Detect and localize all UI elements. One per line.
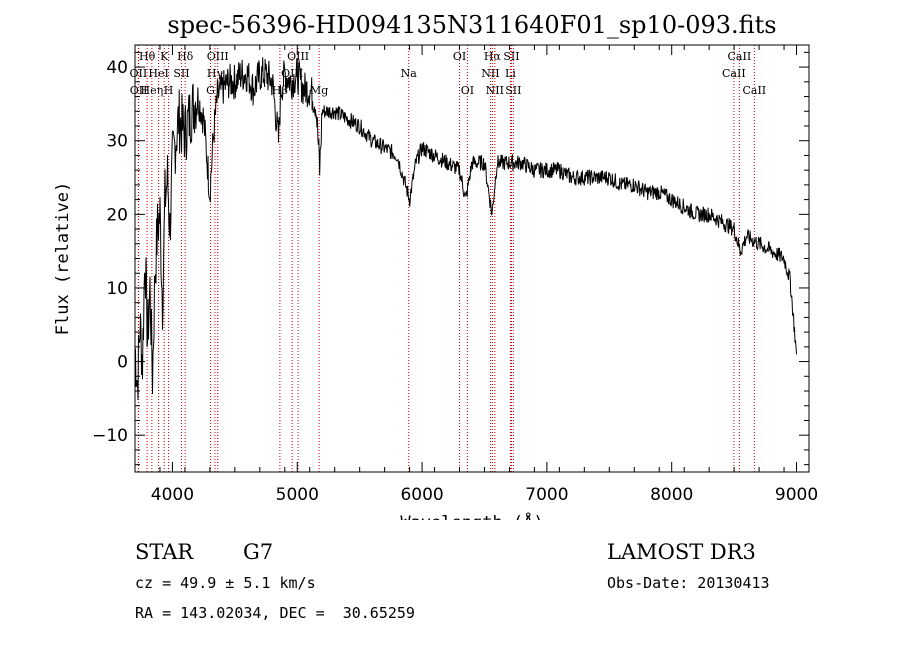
emission-line-label: OIII bbox=[207, 50, 229, 63]
emission-line-label: OII bbox=[130, 67, 148, 80]
survey-name: LAMOST DR3 bbox=[607, 540, 756, 564]
chart-title: spec-56396-HD094135N311640F01_sp10-093.f… bbox=[167, 11, 776, 39]
emission-line-label: Hθ bbox=[139, 50, 156, 63]
y-axis-label: Flux (relative) bbox=[53, 182, 73, 336]
coordinates: RA = 143.02034, DEC = 30.65259 bbox=[135, 604, 415, 622]
plot-frame bbox=[134, 44, 810, 473]
y-tick-label: 0 bbox=[117, 353, 128, 373]
emission-line-label: SII bbox=[505, 84, 521, 97]
emission-line-label: Hγ bbox=[207, 67, 224, 80]
emission-line-label: H bbox=[164, 84, 174, 97]
x-tick-label: 6000 bbox=[400, 485, 443, 505]
emission-line-label: Na bbox=[401, 67, 418, 80]
emission-line-label: SII bbox=[503, 50, 519, 63]
x-axis-label: Wavelength (Å) bbox=[400, 511, 543, 520]
redshift-value: cz = 49.9 ± 5.1 km/s bbox=[135, 574, 316, 592]
emission-line-label: NII bbox=[486, 84, 504, 97]
axis-ticks: 4000 5000 6000 7000 8000 9000 −10 0 10 20 30 40 bbox=[92, 45, 818, 505]
y-tick-label: 30 bbox=[106, 132, 128, 152]
emission-line-label: CaII bbox=[742, 84, 766, 97]
emission-line-label: Mg bbox=[310, 84, 328, 97]
emission-line-label: Heη bbox=[140, 84, 163, 97]
emission-line-label: NII bbox=[481, 67, 499, 80]
emission-line-label: Li bbox=[505, 67, 516, 80]
emission-line-label: OII bbox=[130, 84, 148, 97]
observation-date: Obs-Date: 20130413 bbox=[607, 574, 770, 592]
x-tick-label: 9000 bbox=[775, 485, 818, 505]
y-tick-label: 10 bbox=[106, 279, 128, 299]
emission-line-label: OI bbox=[453, 50, 466, 63]
emission-line-label: CaII bbox=[722, 67, 746, 80]
y-tick-label: 40 bbox=[106, 58, 128, 78]
spectrum-chart: spec-56396-HD094135N311640F01_sp10-093.f… bbox=[53, 11, 818, 520]
emission-line-label: Hδ bbox=[177, 50, 194, 63]
x-tick-label: 5000 bbox=[276, 485, 319, 505]
y-tick-label: −10 bbox=[92, 426, 128, 446]
object-class: STAR bbox=[135, 540, 194, 564]
emission-line-label: Hβ bbox=[272, 84, 288, 97]
emission-line-label: HeI bbox=[148, 67, 168, 80]
y-tick-label: 20 bbox=[106, 205, 128, 225]
object-subclass: G7 bbox=[243, 540, 274, 564]
emission-line-label: Hα bbox=[484, 50, 502, 63]
emission-line-label: OI bbox=[461, 84, 474, 97]
emission-line-label: SII bbox=[173, 67, 189, 80]
x-tick-label: 8000 bbox=[650, 485, 693, 505]
x-tick-label: 4000 bbox=[151, 485, 194, 505]
emission-line-label: G bbox=[206, 84, 215, 97]
spectrum-line bbox=[134, 57, 797, 400]
emission-line-label: OIII bbox=[287, 50, 309, 63]
spectrum-series bbox=[134, 57, 797, 400]
emission-line-label: CaII bbox=[728, 50, 752, 63]
x-tick-label: 7000 bbox=[525, 485, 568, 505]
emission-line-label: K bbox=[160, 50, 169, 63]
